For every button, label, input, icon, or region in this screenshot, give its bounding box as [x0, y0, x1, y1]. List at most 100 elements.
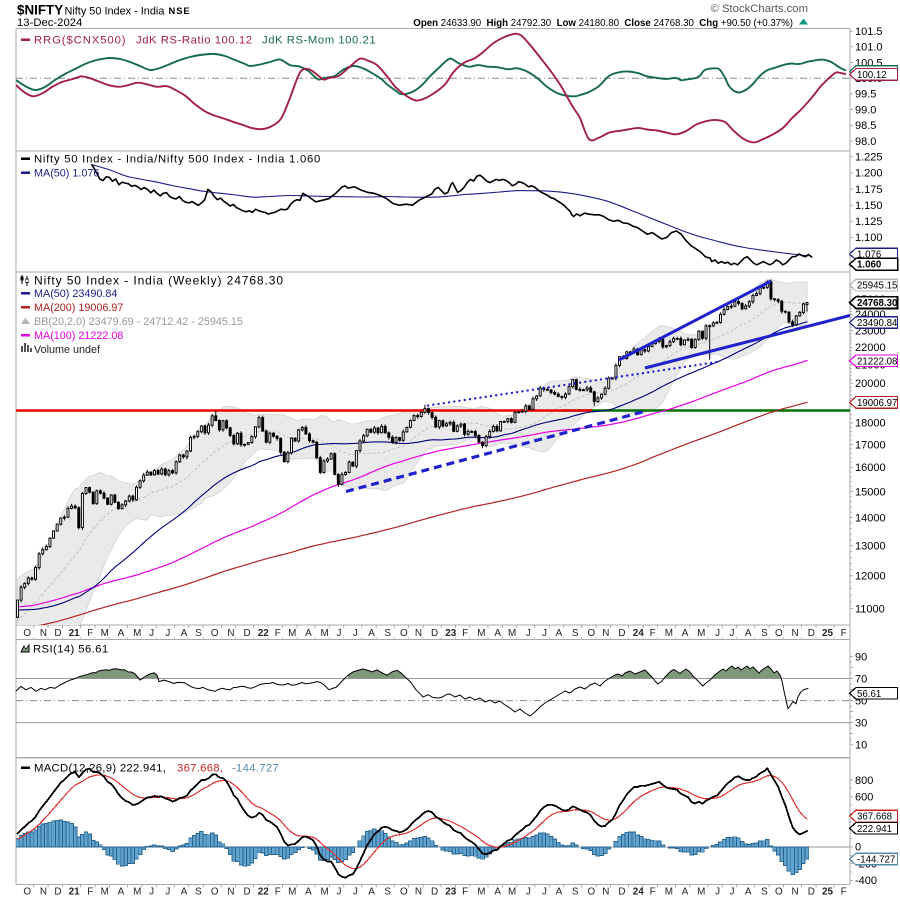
svg-text:NSE: NSE	[169, 6, 191, 16]
svg-text:O: O	[211, 628, 219, 639]
svg-text:11000: 11000	[855, 603, 885, 615]
svg-text:S: S	[384, 886, 391, 897]
svg-text:1.100: 1.100	[855, 232, 883, 244]
svg-text:D: D	[431, 628, 438, 639]
svg-text:S: S	[761, 886, 768, 897]
svg-text:M: M	[101, 628, 109, 639]
svg-text:70: 70	[855, 673, 867, 685]
svg-text:D: D	[54, 628, 61, 639]
svg-text:A: A	[494, 628, 501, 639]
svg-text:O: O	[400, 886, 408, 897]
svg-text:22000: 22000	[855, 342, 886, 354]
svg-text:1.060: 1.060	[857, 260, 881, 271]
svg-text:D: D	[244, 886, 251, 897]
svg-text:N: N	[40, 628, 47, 639]
svg-text:30: 30	[855, 717, 867, 729]
svg-text:F: F	[650, 628, 656, 639]
svg-text:A: A	[556, 628, 563, 639]
svg-text:© StockCharts.com: © StockCharts.com	[711, 3, 808, 15]
svg-text:BB(20,2.0) 23479.69 - 24712.42: BB(20,2.0) 23479.69 - 24712.42 - 25945.1…	[34, 316, 243, 328]
svg-text:JdK RS-Ratio 100.12: JdK RS-Ratio 100.12	[136, 35, 253, 47]
svg-text:M: M	[320, 628, 328, 639]
svg-text:Nifty 50 Index - India/Nifty 5: Nifty 50 Index - India/Nifty 500 Index -…	[34, 153, 321, 165]
svg-text:M: M	[320, 886, 328, 897]
svg-text:J: J	[353, 628, 358, 639]
svg-text:J: J	[149, 628, 154, 639]
svg-text:15000: 15000	[855, 486, 886, 498]
svg-text:J: J	[353, 886, 358, 897]
svg-text:-144.727: -144.727	[857, 855, 895, 866]
svg-text:J: J	[165, 886, 170, 897]
svg-text:800: 800	[855, 775, 873, 787]
svg-text:100.12: 100.12	[857, 70, 887, 81]
svg-text:D: D	[808, 886, 815, 897]
svg-text:RRG($CNX500): RRG($CNX500)	[34, 35, 126, 47]
svg-text:90: 90	[855, 651, 867, 663]
svg-text:25: 25	[822, 886, 833, 897]
svg-text:24: 24	[633, 628, 644, 639]
svg-text:F: F	[87, 628, 93, 639]
svg-text:D: D	[808, 628, 815, 639]
svg-text:J: J	[542, 886, 547, 897]
svg-text:S: S	[572, 628, 579, 639]
svg-text:N: N	[602, 628, 609, 639]
svg-text:MA(100) 21222.08: MA(100) 21222.08	[34, 330, 123, 342]
svg-text:1.125: 1.125	[855, 216, 883, 228]
svg-text:O: O	[588, 628, 596, 639]
svg-text:1.200: 1.200	[855, 168, 883, 180]
svg-text:24768.30: 24768.30	[857, 298, 897, 309]
svg-text:M: M	[697, 886, 705, 897]
svg-text:M: M	[101, 886, 109, 897]
svg-text:12000: 12000	[855, 571, 886, 583]
svg-text:1.150: 1.150	[855, 200, 883, 212]
svg-text:17000: 17000	[855, 439, 886, 451]
svg-text:25: 25	[822, 628, 833, 639]
svg-text:367.668,: 367.668,	[177, 762, 223, 774]
svg-text:A: A	[556, 886, 563, 897]
svg-text:N: N	[227, 886, 234, 897]
svg-text:A: A	[745, 886, 752, 897]
svg-text:J: J	[337, 886, 342, 897]
svg-text:J: J	[165, 628, 170, 639]
svg-text:13-Dec-2024: 13-Dec-2024	[17, 17, 82, 29]
svg-text:M: M	[133, 886, 141, 897]
svg-text:M: M	[477, 886, 485, 897]
svg-text:S: S	[195, 628, 202, 639]
svg-text:N: N	[792, 886, 799, 897]
svg-text:20000: 20000	[855, 378, 886, 390]
svg-text:A: A	[181, 886, 188, 897]
svg-text:A: A	[682, 886, 689, 897]
svg-text:A: A	[682, 628, 689, 639]
svg-text:F: F	[650, 886, 656, 897]
svg-text:22: 22	[258, 886, 269, 897]
svg-text:D: D	[54, 886, 61, 897]
svg-text:M: M	[288, 628, 296, 639]
svg-text:98.5: 98.5	[855, 120, 876, 132]
svg-text:N: N	[415, 886, 422, 897]
svg-text:Open 24633.90 High 24792.30: Open 24633.90 High 24792.30 Low 24180.80…	[413, 18, 793, 29]
svg-text:J: J	[337, 628, 342, 639]
svg-text:M: M	[508, 628, 516, 639]
svg-text:M: M	[665, 886, 673, 897]
svg-text:-400: -400	[855, 875, 877, 887]
svg-text:25945.15: 25945.15	[857, 281, 897, 292]
svg-text:A: A	[305, 886, 312, 897]
svg-text:24: 24	[633, 886, 644, 897]
svg-text:O: O	[400, 628, 408, 639]
svg-text:F: F	[462, 628, 468, 639]
svg-text:21: 21	[69, 628, 80, 639]
svg-text:13000: 13000	[855, 540, 886, 552]
svg-text:M: M	[288, 886, 296, 897]
svg-text:D: D	[244, 628, 251, 639]
svg-text:99.5: 99.5	[855, 89, 876, 101]
svg-text:D: D	[618, 886, 625, 897]
svg-text:22: 22	[258, 628, 269, 639]
svg-text:Volume undef: Volume undef	[34, 344, 101, 356]
svg-text:MA(50) 23490.84: MA(50) 23490.84	[34, 288, 117, 300]
svg-text:56.61: 56.61	[857, 689, 881, 700]
svg-text:S: S	[384, 628, 391, 639]
svg-text:J: J	[730, 628, 735, 639]
svg-text:J: J	[542, 628, 547, 639]
svg-text:O: O	[775, 628, 783, 639]
svg-text:1.175: 1.175	[855, 184, 883, 196]
